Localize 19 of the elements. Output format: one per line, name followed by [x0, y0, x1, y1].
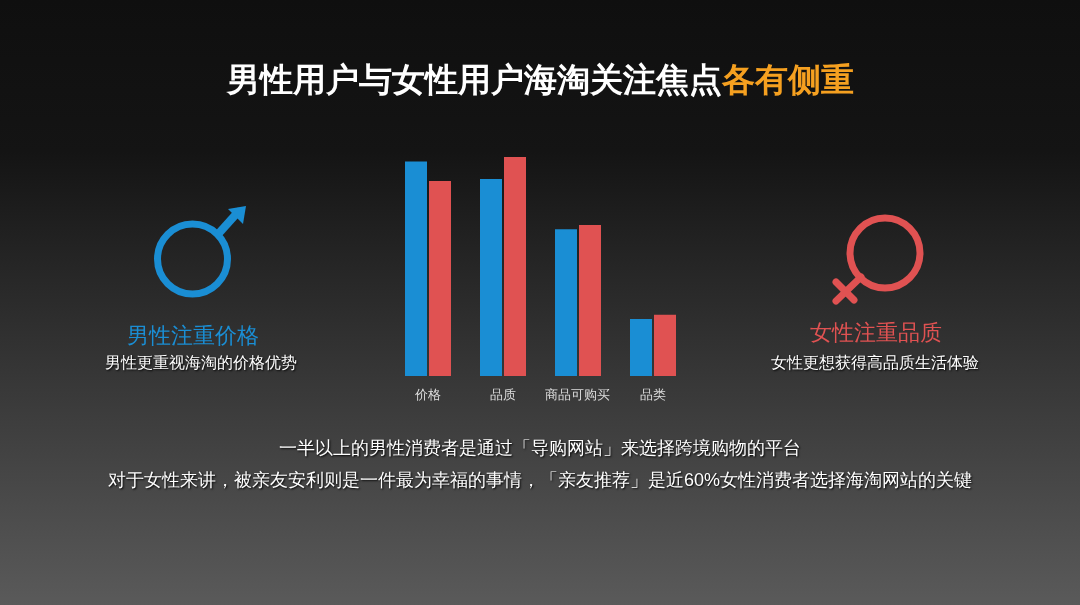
bar	[405, 161, 427, 376]
text: 女性更想获得高品质生活体验	[770, 352, 980, 373]
bar	[555, 229, 577, 376]
bar	[654, 314, 676, 376]
x-tick-label: 价格	[413, 387, 441, 403]
text: 女性注重品质	[809, 318, 943, 347]
bar	[480, 178, 502, 376]
chart-title: 男性用户与女性用户海淘关注焦点各有侧重	[226, 60, 854, 98]
x-tick-label: 商品可购买	[545, 387, 610, 403]
x-tick-label: 品类	[639, 387, 666, 403]
text: 对于女性来讲，被亲友安利则是一件最为幸福的事情，「亲友推荐」是近60%女性消费者选择海淘网站的关键	[107, 469, 973, 493]
bar	[504, 157, 526, 376]
text: 一半以上的男性消费者是通过「导购网站」来选择跨境购物的平台	[278, 437, 802, 461]
x-tick-label: 品质	[489, 387, 516, 403]
text: 男性注重价格	[126, 321, 260, 350]
bar	[429, 181, 451, 376]
bar	[630, 319, 652, 376]
text: 男性更重视海淘的价格优势	[104, 352, 298, 373]
bar	[579, 224, 601, 376]
